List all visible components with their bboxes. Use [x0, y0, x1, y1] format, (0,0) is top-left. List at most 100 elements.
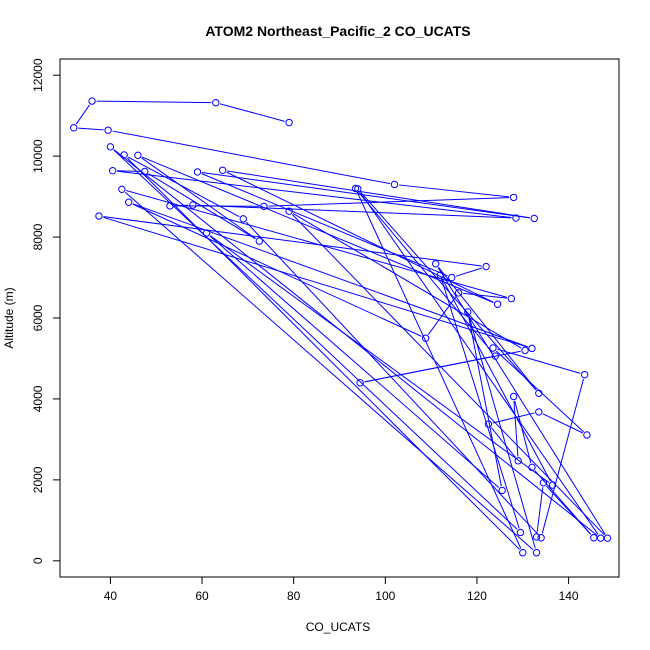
data-point	[285, 118, 293, 127]
series-segment	[126, 190, 508, 298]
data-point	[516, 528, 525, 537]
series-segment	[536, 487, 544, 533]
series-segment	[360, 191, 537, 391]
y-tick-label: 2000	[31, 466, 45, 493]
data-point	[535, 408, 543, 416]
data-point	[356, 379, 364, 387]
data-point	[596, 534, 605, 542]
series-segment	[227, 170, 530, 219]
data-point	[95, 212, 103, 220]
data-point	[189, 201, 197, 209]
series-layer	[70, 97, 612, 557]
series-segment	[75, 104, 90, 125]
x-tick-label: 140	[559, 589, 579, 603]
data-point	[120, 151, 128, 159]
series-segment	[468, 316, 536, 549]
y-tick-label: 4000	[31, 385, 45, 412]
series-segment	[490, 427, 516, 458]
series-segment	[103, 216, 482, 267]
data-point	[532, 549, 541, 557]
data-point	[514, 457, 522, 465]
x-tick-label: 120	[467, 589, 487, 603]
data-point	[509, 193, 518, 202]
series-segment	[113, 149, 598, 536]
data-point	[512, 214, 520, 222]
data-point	[218, 166, 227, 174]
data-point	[118, 185, 126, 194]
data-point	[421, 334, 430, 342]
series-segment	[209, 235, 550, 483]
data-point	[484, 420, 493, 428]
data-point	[454, 289, 463, 297]
data-point	[537, 534, 545, 542]
series-segment	[358, 191, 493, 353]
data-point	[603, 534, 612, 542]
series-segment	[220, 103, 285, 122]
series-segment	[492, 412, 535, 424]
series-segment	[441, 279, 520, 529]
y-axis-label: Altitude (m)	[2, 287, 16, 348]
series-segment	[356, 192, 522, 549]
data-point	[519, 549, 527, 557]
series-segment	[132, 203, 422, 337]
data-point	[104, 126, 112, 134]
data-point	[532, 533, 541, 541]
series-segment	[78, 127, 104, 131]
x-axis-label: CO_UCATS	[306, 620, 370, 634]
y-tick-label: 10000	[31, 139, 45, 173]
x-tick-label: 100	[375, 589, 395, 603]
series-segment	[468, 316, 502, 487]
data-point	[202, 229, 211, 237]
chart-title: ATOM2 Northeast_Pacific_2 CO_UCATS	[205, 23, 470, 39]
series-segment	[541, 378, 584, 534]
series-segment	[441, 278, 551, 482]
data-point	[125, 198, 133, 206]
data-point	[239, 215, 247, 223]
series-segment	[113, 149, 518, 530]
series-segment	[398, 184, 510, 198]
series-segment	[209, 235, 500, 488]
series-segment	[542, 413, 584, 434]
data-point	[88, 97, 96, 105]
data-point	[193, 168, 202, 176]
series-segment	[132, 203, 528, 348]
y-axis: 0 2000 4000 6000 8000 10000 12000	[31, 58, 61, 564]
series-segment	[514, 400, 532, 464]
series-segment	[292, 213, 522, 349]
data-point	[448, 273, 456, 282]
data-point	[507, 294, 516, 303]
series-segment	[127, 156, 240, 218]
series-segment	[201, 172, 530, 219]
data-point	[528, 463, 536, 472]
x-tick-label: 40	[104, 589, 118, 603]
data-point	[509, 392, 518, 401]
data-point	[106, 143, 115, 151]
series-segment	[112, 130, 391, 185]
data-point	[493, 300, 502, 308]
x-tick-label: 80	[287, 589, 301, 603]
series-segment	[495, 350, 584, 433]
series-segment	[148, 173, 256, 240]
y-tick-label: 0	[31, 557, 45, 564]
y-tick-label: 8000	[31, 223, 45, 250]
series-segment	[455, 267, 482, 277]
data-point	[432, 260, 440, 268]
data-point	[491, 352, 499, 360]
series-segment	[546, 485, 592, 535]
data-point	[141, 167, 149, 176]
data-point	[255, 237, 264, 245]
series-segment	[117, 170, 512, 219]
data-point	[70, 124, 78, 132]
series-segment	[96, 100, 212, 104]
series-segment	[141, 156, 494, 303]
data-point	[528, 344, 536, 353]
series-segment	[513, 400, 519, 457]
data-point	[482, 262, 490, 271]
series-segment	[268, 197, 510, 207]
data-point	[351, 184, 360, 193]
x-axis: 40 60 80 100 120 140	[104, 576, 579, 603]
series-segment	[245, 221, 539, 535]
y-tick-label: 12000	[31, 58, 45, 92]
series-segment	[126, 157, 520, 550]
data-point	[390, 180, 399, 189]
